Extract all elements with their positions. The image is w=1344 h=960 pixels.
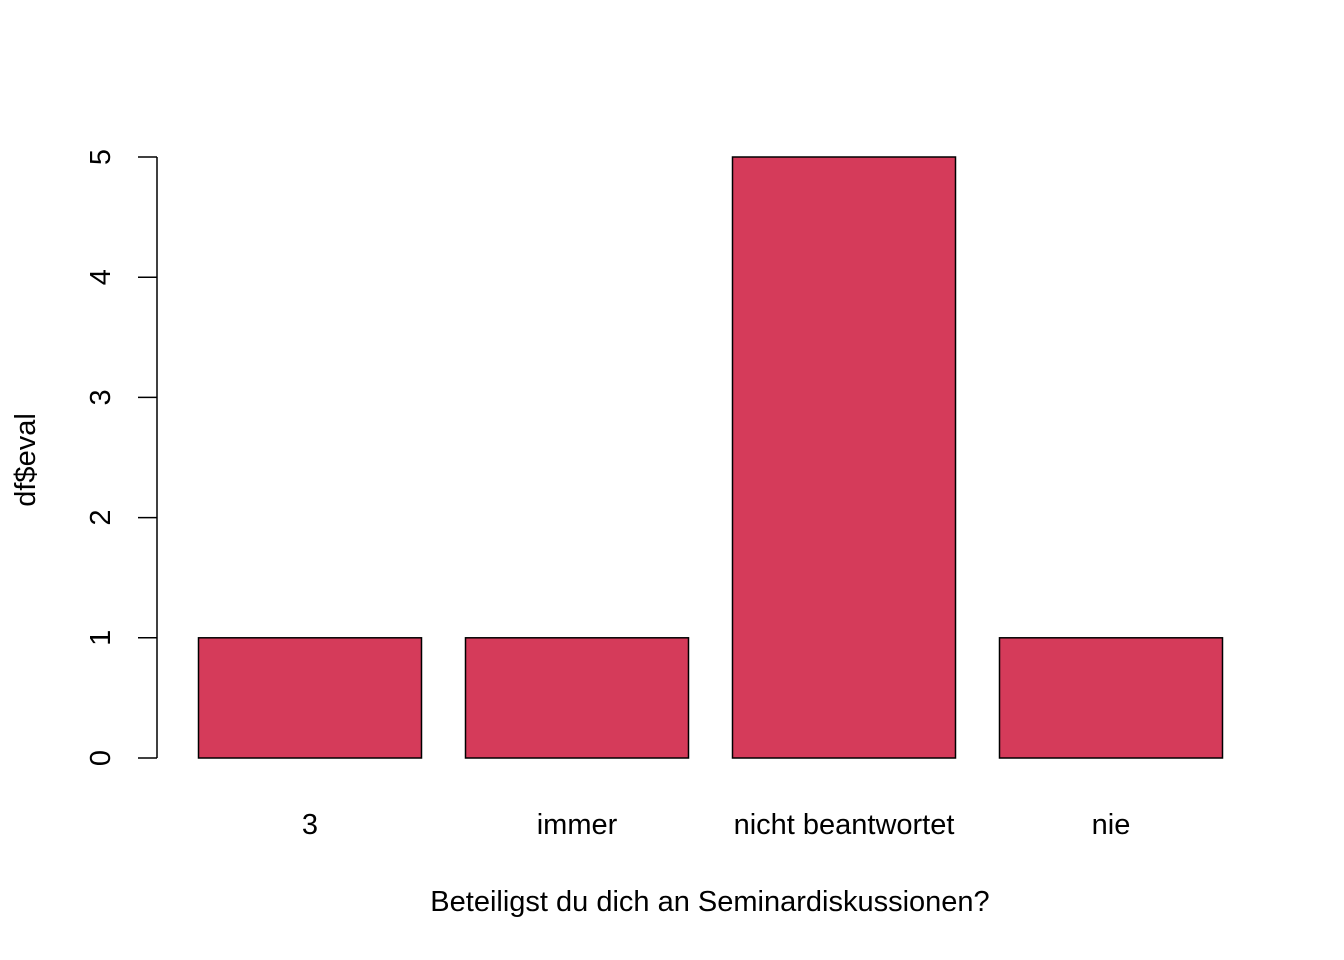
bar bbox=[464, 637, 690, 759]
y-tick-label: 5 bbox=[85, 149, 117, 165]
y-axis-label: df$eval bbox=[10, 413, 42, 507]
x-tick-label: 3 bbox=[302, 809, 318, 841]
bars bbox=[197, 156, 1224, 759]
y-axis: 0 1 2 3 4 5 bbox=[85, 149, 158, 766]
y-tick-label: 0 bbox=[85, 750, 117, 766]
x-tick-label: immer bbox=[537, 809, 618, 841]
y-tick-label: 2 bbox=[85, 510, 117, 526]
y-tick-label: 4 bbox=[85, 269, 117, 285]
x-tick-labels: 3 immer nicht beantwortet nie bbox=[302, 809, 1130, 841]
bar bbox=[998, 637, 1224, 759]
x-tick-label: nie bbox=[1092, 809, 1131, 841]
bar bbox=[731, 156, 957, 759]
x-axis-label: Beteiligst du dich an Seminardiskussione… bbox=[430, 886, 989, 918]
bar bbox=[197, 637, 423, 759]
y-tick-label: 3 bbox=[85, 389, 117, 405]
y-tick-label: 1 bbox=[85, 630, 117, 646]
x-tick-label: nicht beantwortet bbox=[734, 809, 955, 841]
